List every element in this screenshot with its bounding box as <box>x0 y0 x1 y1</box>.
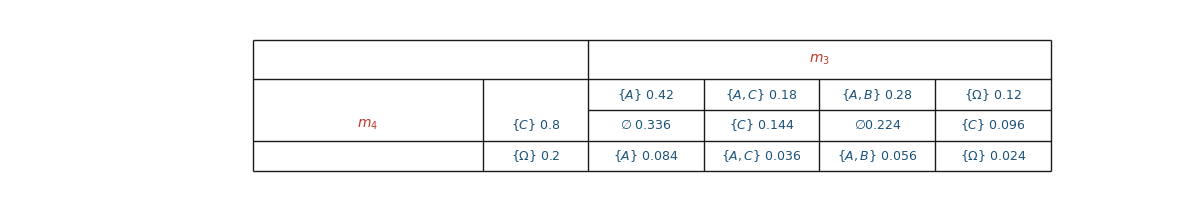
Text: $\{\Omega\}$ 0.2: $\{\Omega\}$ 0.2 <box>511 148 560 164</box>
Text: $m_3$: $m_3$ <box>809 53 830 67</box>
Text: $\{A,C\}$ 0.036: $\{A,C\}$ 0.036 <box>722 148 802 164</box>
Text: $m_4$: $m_4$ <box>357 118 379 132</box>
Text: $\{A\}$ 0.084: $\{A\}$ 0.084 <box>613 148 679 164</box>
Text: $\{\Omega\}$ 0.12: $\{\Omega\}$ 0.12 <box>964 87 1022 103</box>
Text: $\{C\}$ 0.144: $\{C\}$ 0.144 <box>729 117 795 133</box>
Text: $\{A,B\}$ 0.28: $\{A,B\}$ 0.28 <box>841 87 913 103</box>
Text: $\{A,C\}$ 0.18: $\{A,C\}$ 0.18 <box>725 87 797 103</box>
Text: $\emptyset$0.224: $\emptyset$0.224 <box>854 118 901 132</box>
Text: $\{A,B\}$ 0.056: $\{A,B\}$ 0.056 <box>838 148 918 164</box>
Text: $\{C\}$ 0.8: $\{C\}$ 0.8 <box>511 117 560 133</box>
Text: $\emptyset$ 0.336: $\emptyset$ 0.336 <box>620 118 672 132</box>
Text: $\{C\}$ 0.096: $\{C\}$ 0.096 <box>961 117 1026 133</box>
Text: $\{A\}$ 0.42: $\{A\}$ 0.42 <box>618 87 674 103</box>
Text: $\{\Omega\}$ 0.024: $\{\Omega\}$ 0.024 <box>959 148 1027 164</box>
